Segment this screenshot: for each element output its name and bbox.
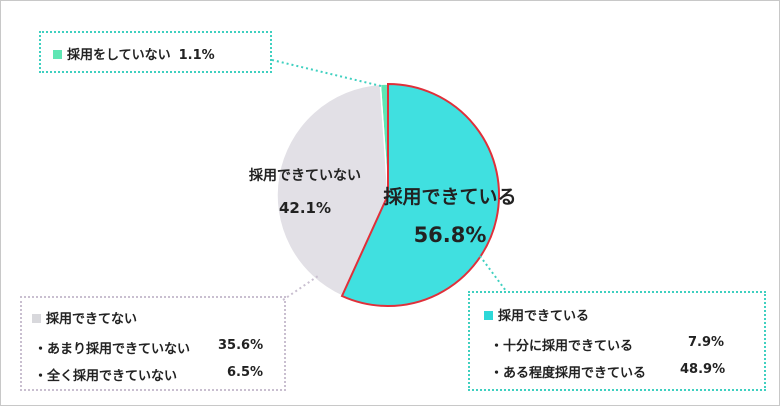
title-cannot-hire: 採用できてない (46, 312, 138, 327)
leader-cannot-hire (282, 275, 319, 301)
value-not-hiring: 1.1% (178, 48, 215, 63)
item-fully-hire: ・十分に採用できている (490, 339, 634, 354)
legend-box-can-hire: 採用できている ・十分に採用できている 7.9% ・ある程度採用できている 48… (468, 291, 766, 391)
legend-row-not-hiring: 採用をしていない 1.1% (53, 44, 215, 63)
slice-label-cannot-hire: 採用できていない 42.1% (240, 165, 370, 217)
legend-title-can-hire: 採用できている (484, 305, 589, 324)
legend-title-cannot-hire: 採用できてない (32, 308, 137, 327)
slice-cannot-hire (276, 83, 389, 298)
item-rarely-hire: ・あまり採用できていない (34, 342, 191, 357)
slice-value-cannot-hire: 42.1% (278, 199, 332, 217)
title-can-hire: 採用できている (498, 309, 590, 324)
leader-can-hire (479, 255, 507, 292)
swatch-not-hiring (53, 50, 62, 59)
slice-value-can-hire: 56.8% (413, 223, 487, 247)
label-not-hiring: 採用をしていない (67, 48, 171, 63)
slice-label-cannot-hire-text: 採用できていない (249, 168, 361, 184)
slice-label-can-hire: 採用できている 56.8% (370, 182, 530, 247)
value-rarely-hire: 35.6% (218, 338, 264, 353)
legend-box-cannot-hire: 採用できてない ・あまり採用できていない 35.6% ・全く採用できていない 6… (20, 296, 286, 391)
value-never-hire: 6.5% (227, 365, 264, 380)
swatch-cannot-hire (32, 314, 41, 323)
value-somewhat-hire: 48.9% (680, 362, 726, 377)
slice-can-hire (340, 82, 500, 307)
legend-box-not-hiring: 採用をしていない 1.1% (39, 31, 272, 73)
item-somewhat-hire: ・ある程度採用できている (490, 366, 647, 381)
item-never-hire: ・全く採用できていない (34, 369, 178, 384)
slice-label-can-hire-text: 採用できている (383, 186, 517, 208)
leader-not-hiring (271, 59, 382, 87)
value-fully-hire: 7.9% (688, 335, 725, 350)
swatch-can-hire (484, 311, 493, 320)
